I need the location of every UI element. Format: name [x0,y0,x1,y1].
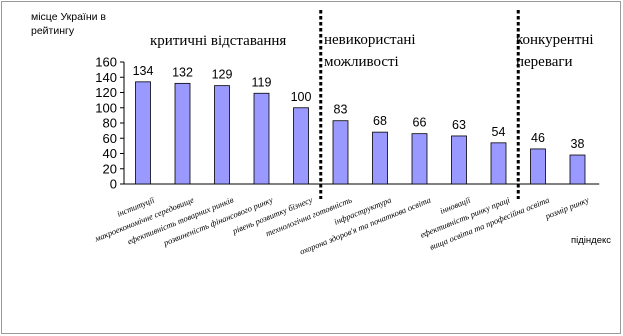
value-label: 83 [334,103,348,117]
bar [569,154,586,185]
y-tick-label: 80 [103,116,117,131]
y-tick-label: 20 [103,161,117,176]
bar [451,135,467,185]
bar [253,92,270,185]
category-label: розмір ринку [543,194,591,221]
y-tick-label: 40 [103,146,117,161]
bar [411,133,428,185]
y-tick-label: 160 [95,55,117,70]
value-label: 38 [571,137,585,151]
section-label-critical: критичні відставання [150,33,286,49]
y-axis-title: місце України в рейтингу [31,11,106,37]
bar [372,131,388,185]
value-label: 134 [133,64,154,78]
y-tick-label: 120 [95,85,117,100]
value-label: 132 [172,65,193,79]
bar [490,142,507,185]
y-tick-label: 140 [95,70,117,85]
value-label: 129 [212,68,233,82]
value-label: 100 [291,90,312,104]
y-tick-label: 100 [95,100,117,115]
bar [135,81,151,185]
section-label-advantages: конкурентні переваги [516,32,594,70]
value-label: 119 [252,75,272,89]
bar [332,120,349,185]
bar [530,148,546,185]
bar [214,85,230,185]
value-label: 66 [413,116,427,130]
value-label: 68 [373,114,387,128]
x-axis-title: підіндекс [571,235,611,246]
value-label: 46 [531,131,545,145]
y-tick-label: 0 [110,177,117,192]
section-label-unused: невикористані можливості [324,32,416,70]
bar [174,82,191,185]
value-label: 63 [452,118,466,132]
bar [293,107,309,185]
y-tick-label: 60 [103,131,117,146]
value-label: 54 [492,125,506,139]
